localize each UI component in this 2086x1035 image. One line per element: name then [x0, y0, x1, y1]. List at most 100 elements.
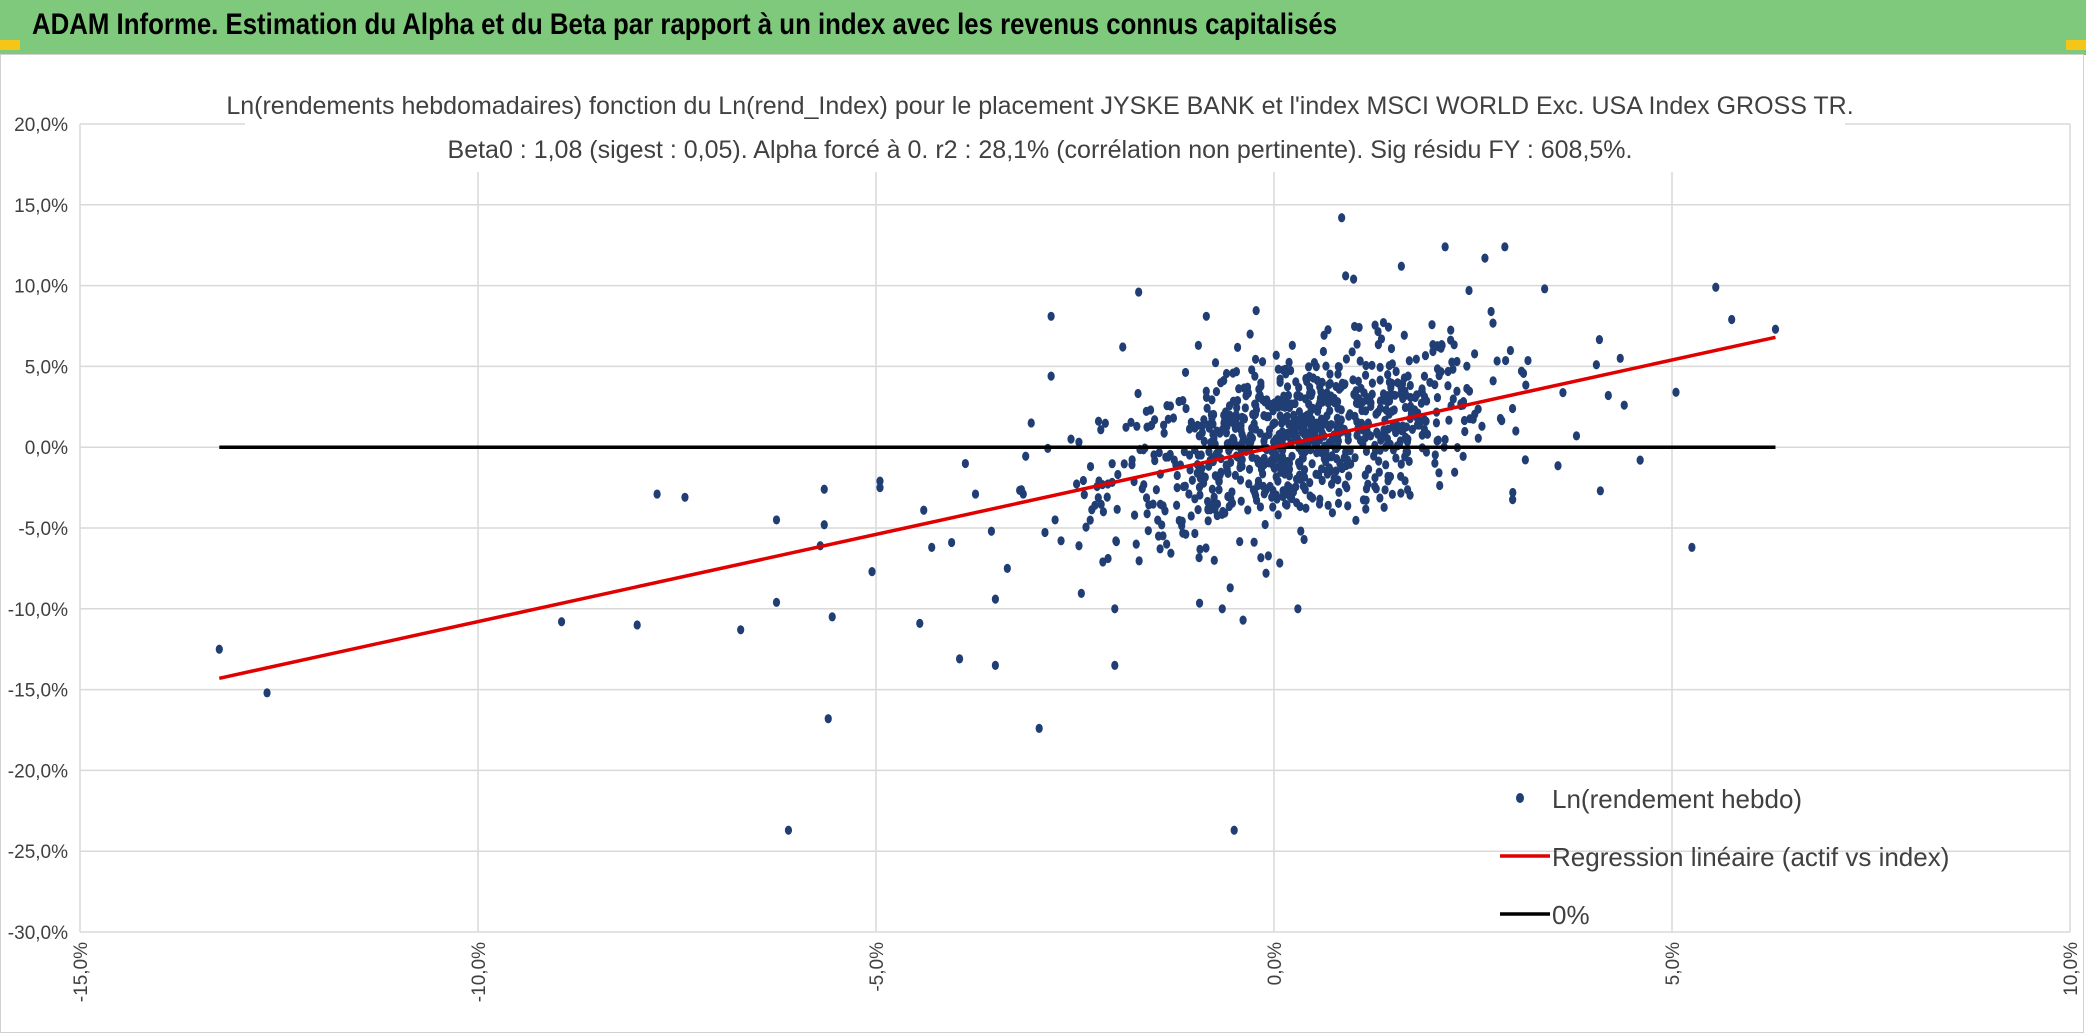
- data-point: [1182, 403, 1190, 414]
- data-point: [1111, 660, 1119, 670]
- data-point: [1249, 409, 1257, 419]
- data-point: [1352, 386, 1360, 396]
- data-point: [1057, 536, 1065, 546]
- data-point: [1385, 361, 1393, 371]
- data-point: [1435, 468, 1443, 478]
- data-point: [1112, 536, 1120, 546]
- data-point: [1202, 311, 1210, 321]
- data-point: [1181, 481, 1189, 491]
- data-point: [1077, 588, 1085, 598]
- data-point: [1501, 242, 1509, 252]
- data-point: [1203, 403, 1211, 413]
- data-point: [1197, 450, 1205, 460]
- data-point: [1291, 398, 1299, 409]
- data-point: [1595, 334, 1604, 345]
- data-point: [1181, 367, 1190, 378]
- data-point: [1278, 435, 1286, 445]
- data-point: [1130, 510, 1139, 520]
- data-point: [1338, 213, 1346, 223]
- data-point: [1469, 414, 1477, 424]
- data-point: [1392, 366, 1400, 377]
- y-tick-label: -15,0%: [8, 681, 68, 702]
- data-point: [1384, 322, 1393, 332]
- data-point: [1170, 455, 1178, 465]
- data-point: [1431, 458, 1439, 468]
- data-point: [1094, 416, 1103, 426]
- data-point: [1376, 375, 1384, 385]
- data-point: [1047, 371, 1055, 381]
- data-point: [1388, 406, 1396, 416]
- data-point: [1672, 387, 1680, 397]
- data-point: [1461, 426, 1469, 437]
- data-point: [1294, 604, 1302, 614]
- data-point: [1377, 334, 1386, 344]
- data-point: [1397, 261, 1405, 271]
- data-point: [1228, 487, 1236, 497]
- data-point: [1384, 370, 1392, 380]
- data-point: [1353, 416, 1361, 427]
- data-point: [1210, 492, 1218, 502]
- data-point: [1512, 426, 1520, 436]
- data-point: [1250, 419, 1258, 429]
- data-point: [1250, 537, 1258, 547]
- data-point: [1771, 324, 1780, 334]
- data-point: [1307, 421, 1316, 432]
- y-tick-label: 15,0%: [14, 196, 68, 217]
- data-point: [1436, 480, 1444, 491]
- data-point: [1335, 362, 1343, 372]
- data-point: [1312, 469, 1320, 479]
- data-point: [1404, 371, 1412, 381]
- chart-title-line1: Ln(rendements hebdomadaires) fonction du…: [226, 92, 1853, 120]
- data-point: [1278, 452, 1287, 462]
- data-point: [1429, 340, 1437, 350]
- x-tick-label: -5,0%: [867, 942, 888, 992]
- data-point: [1274, 510, 1282, 520]
- data-point: [1191, 528, 1199, 539]
- data-point: [1298, 418, 1307, 428]
- data-point: [1160, 428, 1168, 438]
- data-point: [1158, 520, 1166, 530]
- data-point: [1073, 479, 1081, 489]
- data-point: [1358, 405, 1366, 416]
- data-point: [948, 537, 956, 548]
- data-point: [1347, 459, 1355, 469]
- data-point: [1327, 419, 1335, 430]
- data-point: [1135, 556, 1143, 566]
- data-point: [1506, 345, 1515, 356]
- data-point: [1187, 417, 1195, 427]
- data-point: [1368, 378, 1376, 388]
- data-point: [1305, 362, 1313, 372]
- data-point: [1193, 420, 1202, 430]
- data-point: [1592, 360, 1600, 370]
- data-point: [1620, 400, 1628, 410]
- data-point: [1215, 485, 1223, 495]
- data-point: [1075, 437, 1083, 447]
- legend-label: Regression linéaire (actif vs index): [1552, 842, 1949, 872]
- y-tick-label: 20,0%: [14, 115, 68, 136]
- data-point: [1233, 342, 1242, 352]
- data-point: [1259, 469, 1267, 479]
- data-point: [1405, 356, 1413, 366]
- data-point: [1420, 414, 1428, 424]
- data-point: [1387, 343, 1396, 354]
- data-point: [1254, 392, 1263, 403]
- data-point: [1421, 351, 1430, 361]
- data-point: [633, 620, 641, 630]
- data-point: [1441, 242, 1449, 252]
- data-point: [1219, 506, 1227, 517]
- data-point: [1196, 544, 1204, 554]
- data-point: [1434, 435, 1442, 445]
- data-point: [1355, 322, 1363, 333]
- data-point: [1712, 282, 1720, 292]
- data-point: [1319, 346, 1328, 357]
- data-point: [1636, 455, 1644, 465]
- data-point: [1262, 568, 1270, 578]
- data-point: [1111, 604, 1119, 614]
- data-point: [1447, 325, 1455, 335]
- data-point: [1447, 335, 1455, 345]
- axis-labels: 20,0% 15,0% 10,0% 5,0% 0,0% -5,0% -10,0% -15,0%…: [8, 115, 2082, 1002]
- data-point: [1134, 388, 1142, 399]
- data-point: [1227, 457, 1235, 467]
- data-point: [1444, 381, 1452, 391]
- data-point: [1481, 253, 1489, 263]
